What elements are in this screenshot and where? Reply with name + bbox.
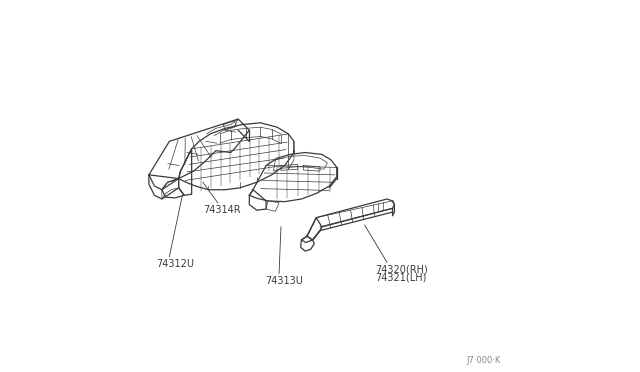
Text: 74314R: 74314R [203, 205, 241, 215]
Text: J7·000·K: J7·000·K [466, 356, 500, 365]
Text: 74321(LH): 74321(LH) [375, 272, 426, 282]
Text: 74312U: 74312U [156, 259, 195, 269]
Text: 74313U: 74313U [265, 276, 303, 286]
Text: 74320(RH): 74320(RH) [375, 264, 428, 274]
